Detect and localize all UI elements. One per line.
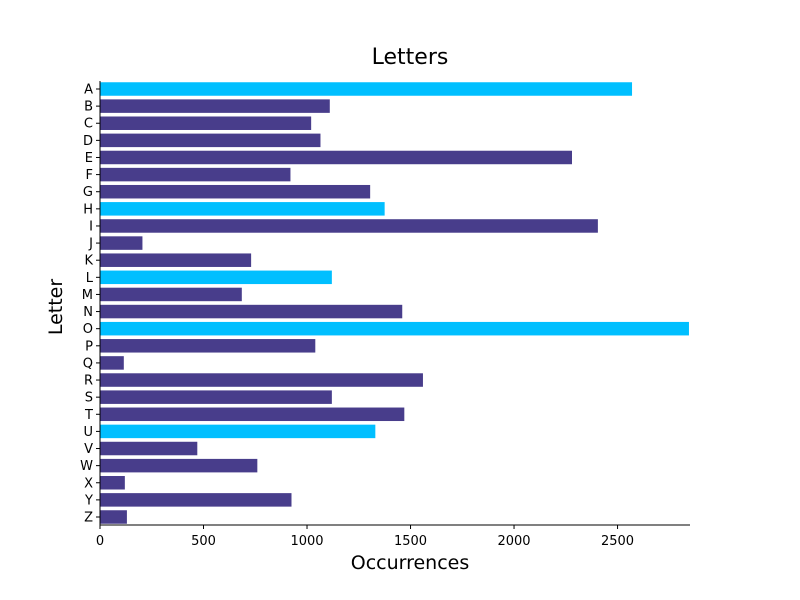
y-tick-label-v: V — [84, 442, 93, 457]
bar-m — [100, 287, 242, 302]
y-tick-label-d: D — [83, 134, 93, 149]
x-axis-label: Occurrences — [351, 552, 470, 574]
x-tick-label-1000: 1000 — [290, 534, 323, 549]
x-ticks-group: 0 500 1000 1500 2000 2500 — [96, 525, 634, 549]
bars-group — [100, 82, 689, 524]
bar-a — [100, 82, 633, 96]
bar-t — [100, 407, 405, 422]
bar-w — [100, 458, 258, 473]
bar-p — [100, 339, 316, 353]
bar-b — [100, 99, 330, 113]
bar-c — [100, 116, 312, 130]
y-axis-label: Letter — [45, 279, 67, 336]
y-tick-label-g: G — [83, 185, 93, 200]
bar-g — [100, 184, 371, 199]
y-tick-label-z: Z — [84, 511, 93, 526]
x-tick-label-2500: 2500 — [601, 534, 634, 549]
y-tick-label-b: B — [84, 100, 93, 115]
y-tick-label-f: F — [86, 168, 93, 183]
bar-r — [100, 373, 423, 387]
x-tick-label-2000: 2000 — [497, 534, 530, 549]
x-tick-label-500: 500 — [191, 534, 216, 549]
chart-title: Letters — [372, 45, 449, 70]
y-tick-label-x: X — [84, 476, 93, 491]
bar-h — [100, 202, 385, 216]
bar-k — [100, 253, 252, 267]
bar-n — [100, 304, 403, 319]
bar-o — [100, 321, 689, 336]
bar-j — [100, 236, 143, 250]
y-tick-label-m: M — [82, 288, 93, 303]
y-tick-label-q: Q — [83, 356, 93, 371]
y-tick-label-a: A — [84, 83, 93, 98]
y-tick-label-c: C — [84, 117, 93, 132]
x-tick-label-0: 0 — [96, 534, 104, 549]
y-tick-label-t: T — [84, 408, 93, 423]
y-tick-label-i: I — [89, 219, 93, 234]
bar-e — [100, 150, 572, 165]
bar-y — [100, 493, 292, 507]
y-tick-label-e: E — [85, 151, 93, 166]
bar-v — [100, 441, 198, 456]
y-tick-label-u: U — [83, 425, 93, 440]
bar-q — [100, 356, 124, 370]
y-tick-label-p: P — [85, 339, 93, 354]
y-tick-label-w: W — [80, 459, 93, 474]
y-tick-label-r: R — [84, 374, 93, 389]
bar-u — [100, 424, 376, 439]
bar-f — [100, 167, 291, 182]
bar-d — [100, 133, 321, 148]
bar-l — [100, 270, 332, 285]
bar-x — [100, 476, 125, 490]
y-tick-label-h: H — [83, 202, 93, 217]
y-tick-label-o: O — [83, 322, 93, 337]
bar-i — [100, 219, 598, 233]
y-tick-label-l: L — [86, 271, 94, 286]
bar-z — [100, 510, 127, 524]
y-tick-label-k: K — [84, 254, 93, 269]
y-tick-label-j: J — [88, 237, 93, 252]
y-tick-label-y: Y — [84, 493, 93, 508]
y-tick-label-n: N — [83, 305, 93, 320]
x-tick-label-1500: 1500 — [394, 534, 427, 549]
bar-s — [100, 390, 332, 404]
y-tick-label-s: S — [85, 391, 93, 406]
